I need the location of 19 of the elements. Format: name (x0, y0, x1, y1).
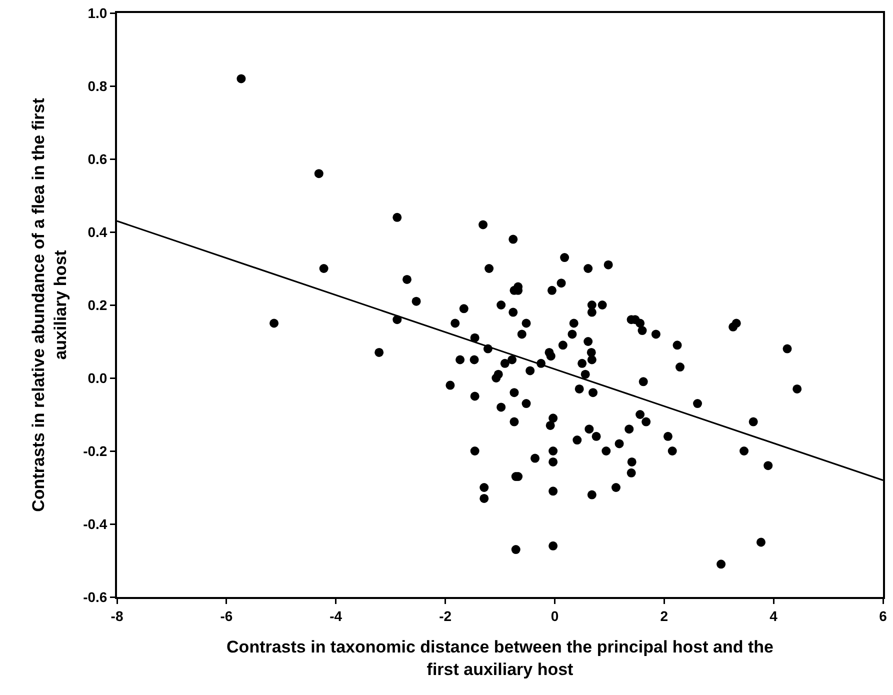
x-tick-label: -2 (439, 608, 452, 624)
y-tick-label: 1.0 (88, 4, 108, 21)
x-tick-label: 2 (660, 608, 668, 624)
y-tick-label: -0.2 (83, 442, 108, 459)
x-tick-label: -8 (110, 608, 124, 624)
y-tick-label: -0.4 (83, 516, 108, 532)
y-tick-label: 0.0 (88, 370, 108, 386)
x-tick-label: 0 (550, 608, 559, 624)
x-tick-label: 4 (770, 608, 778, 624)
x-axis-title: Contrasts in taxonomic distance between the principal host and the first auxiliary host (226, 638, 774, 679)
x-tick-label: -4 (330, 608, 342, 624)
x-tick-label: -6 (220, 608, 233, 624)
y-tick-label: -0.6 (83, 588, 108, 605)
y-tick-label: 0.2 (88, 296, 108, 313)
y-axis-title: Contrasts in relative abundance of a flea in the first auxiliary host (29, 98, 70, 512)
x-tick-label: 6 (879, 608, 888, 624)
y-tick-label: 0.6 (88, 150, 108, 167)
y-tick-label: 0.4 (88, 224, 108, 240)
y-tick-label: 0.8 (88, 78, 108, 94)
